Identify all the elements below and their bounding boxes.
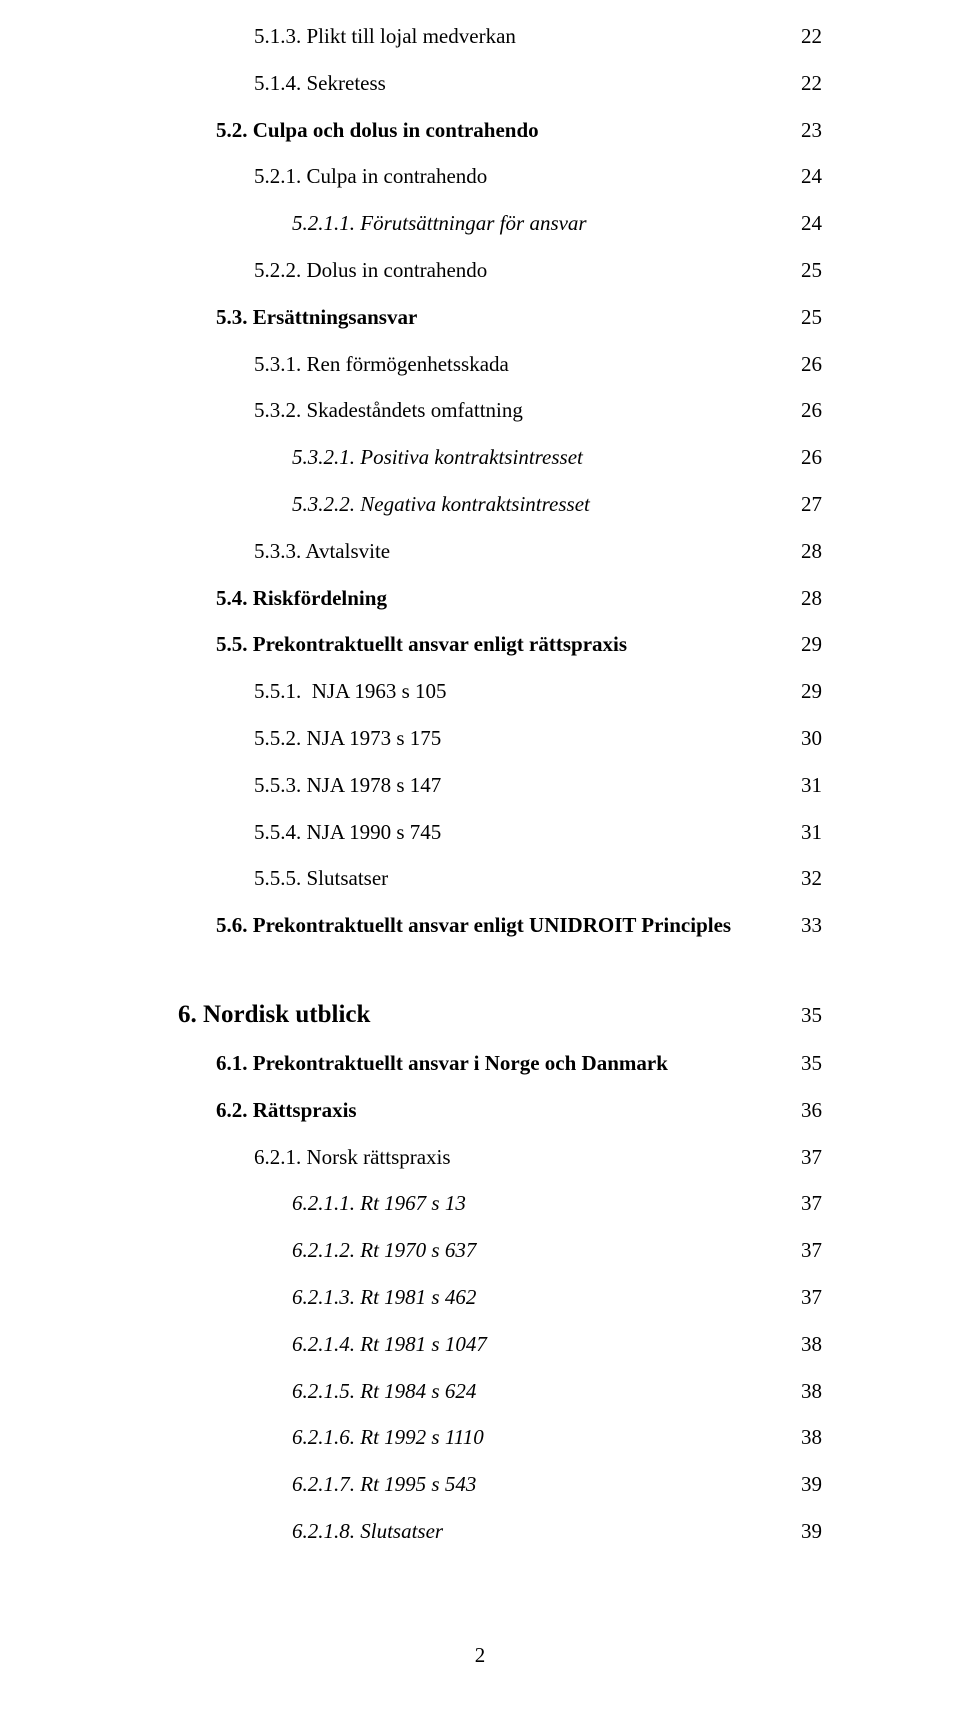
toc-entry-label: 5.5. Prekontraktuellt ansvar enligt rätt… — [178, 634, 627, 655]
document-page: 5.1.3. Plikt till lojal medverkan225.1.4… — [0, 0, 960, 1736]
toc-entry-label: 5.3.1. Ren förmögenhetsskada — [178, 354, 509, 375]
toc-entry-page: 37 — [789, 1240, 822, 1261]
toc-entry-page: 22 — [789, 73, 822, 94]
toc-entry-page: 37 — [789, 1193, 822, 1214]
toc-entry: 6.2.1.6. Rt 1992 s 1110 38 — [178, 1427, 822, 1448]
toc-entry-page: 24 — [789, 166, 822, 187]
toc-entry-page: 30 — [789, 728, 822, 749]
toc-entry: 5.5.3. NJA 1978 s 147 31 — [178, 775, 822, 796]
toc-entry: 5.3.1. Ren förmögenhetsskada 26 — [178, 354, 822, 375]
toc-entry-label: 5.5.2. NJA 1973 s 175 — [178, 728, 441, 749]
toc-entry-page: 39 — [789, 1521, 822, 1542]
toc-entry-label: 6.2.1. Norsk rättspraxis — [178, 1147, 451, 1168]
toc-entry-label: 6.2.1.7. Rt 1995 s 543 — [178, 1474, 476, 1495]
toc-entry-label: 5.2.1.1. Förutsättningar för ansvar — [178, 213, 587, 234]
toc-entry-label: 5.2.1. Culpa in contrahendo — [178, 166, 487, 187]
toc-entry: 5.5. Prekontraktuellt ansvar enligt rätt… — [178, 634, 822, 655]
table-of-contents: 5.1.3. Plikt till lojal medverkan225.1.4… — [178, 26, 822, 1542]
toc-entry: 6.1. Prekontraktuellt ansvar i Norge och… — [178, 1053, 822, 1074]
toc-entry-label: 5.5.5. Slutsatser — [178, 868, 388, 889]
toc-entry-page: 27 — [789, 494, 822, 515]
toc-entry-label: 5.3.2. Skadeståndets omfattning — [178, 400, 523, 421]
toc-entry-page: 33 — [789, 915, 822, 936]
toc-section-heading: 6. Nordisk utblick 35 — [178, 1002, 822, 1027]
toc-entry-page: 26 — [789, 400, 822, 421]
toc-entry: 5.3.2.1. Positiva kontraktsintresset 26 — [178, 447, 822, 468]
toc-entry: 5.2.1.1. Förutsättningar för ansvar 24 — [178, 213, 822, 234]
toc-entry-label: 5.1.4. Sekretess — [178, 73, 386, 94]
toc-entry-page: 24 — [789, 213, 822, 234]
toc-entry: 5.5.5. Slutsatser 32 — [178, 868, 822, 889]
toc-entry-label: 6.2.1.2. Rt 1970 s 637 — [178, 1240, 476, 1261]
toc-entry: 5.2.2. Dolus in contrahendo 25 — [178, 260, 822, 281]
toc-entry-page: 31 — [789, 775, 822, 796]
toc-entry-label: 5.4. Riskfördelning — [178, 588, 387, 609]
toc-entry-label: 5.6. Prekontraktuellt ansvar enligt UNID… — [178, 915, 731, 936]
toc-entry-page: 25 — [789, 260, 822, 281]
toc-entry-label: 5.5.1. NJA 1963 s 105 — [178, 681, 447, 702]
toc-entry-label: 6.2.1.1. Rt 1967 s 13 — [178, 1193, 466, 1214]
toc-entry-page: 36 — [789, 1100, 822, 1121]
toc-entry-page: 37 — [789, 1287, 822, 1308]
toc-entry-page: 35 — [789, 1053, 822, 1074]
toc-entry: 5.5.4. NJA 1990 s 745 31 — [178, 822, 822, 843]
toc-entry-label: 5.3. Ersättningsansvar — [178, 307, 417, 328]
toc-entry-label: 6.2.1.5. Rt 1984 s 624 — [178, 1381, 476, 1402]
toc-entry: 5.5.2. NJA 1973 s 175 30 — [178, 728, 822, 749]
toc-entry: 5.2.1. Culpa in contrahendo 24 — [178, 166, 822, 187]
toc-section-heading-label: 6. Nordisk utblick — [178, 1002, 370, 1027]
toc-entry-label: 6.2.1.8. Slutsatser — [178, 1521, 443, 1542]
toc-entry: 6.2.1.2. Rt 1970 s 637 37 — [178, 1240, 822, 1261]
toc-entry: 6.2.1.5. Rt 1984 s 624 38 — [178, 1381, 822, 1402]
toc-entry-page: 38 — [789, 1381, 822, 1402]
toc-entry: 6.2.1. Norsk rättspraxis 37 — [178, 1147, 822, 1168]
toc-entry-page: 25 — [789, 307, 822, 328]
toc-entry-label: 6.2.1.4. Rt 1981 s 1047 — [178, 1334, 487, 1355]
toc-entry-page: 29 — [789, 634, 822, 655]
toc-entry-label: 5.3.2.1. Positiva kontraktsintresset — [178, 447, 583, 468]
toc-section-heading-page: 35 — [789, 1005, 822, 1026]
toc-entry: 5.5.1. NJA 1963 s 105 29 — [178, 681, 822, 702]
toc-entry-page: 29 — [789, 681, 822, 702]
toc-entry-label: 5.5.4. NJA 1990 s 745 — [178, 822, 441, 843]
toc-entry: 5.3.2. Skadeståndets omfattning 26 — [178, 400, 822, 421]
toc-entry-page: 39 — [789, 1474, 822, 1495]
toc-entry: 6.2.1.3. Rt 1981 s 462 37 — [178, 1287, 822, 1308]
toc-entry-page: 32 — [789, 868, 822, 889]
toc-entry-label: 6.2.1.6. Rt 1992 s 1110 — [178, 1427, 484, 1448]
toc-entry-page: 28 — [789, 588, 822, 609]
page-number: 2 — [0, 1643, 960, 1668]
toc-entry: 5.2. Culpa och dolus in contrahendo 23 — [178, 120, 822, 141]
toc-entry: 5.3.2.2. Negativa kontraktsintresset 27 — [178, 494, 822, 515]
toc-entry-page: 31 — [789, 822, 822, 843]
toc-entry: 6.2.1.8. Slutsatser 39 — [178, 1521, 822, 1542]
toc-entry-label: 6.2.1.3. Rt 1981 s 462 — [178, 1287, 476, 1308]
toc-entry-page: 28 — [789, 541, 822, 562]
toc-entry: 5.3. Ersättningsansvar 25 — [178, 307, 822, 328]
toc-entry-label: 5.3.3. Avtalsvite — [178, 541, 390, 562]
toc-entry-label: 5.2.2. Dolus in contrahendo — [178, 260, 487, 281]
toc-entry-page: 38 — [789, 1427, 822, 1448]
toc-entry: 6.2.1.4. Rt 1981 s 1047 38 — [178, 1334, 822, 1355]
toc-entry-page: 37 — [789, 1147, 822, 1168]
toc-entry-label: 6.1. Prekontraktuellt ansvar i Norge och… — [178, 1053, 668, 1074]
toc-entry: 5.6. Prekontraktuellt ansvar enligt UNID… — [178, 915, 822, 936]
toc-entry: 6.2.1.7. Rt 1995 s 543 39 — [178, 1474, 822, 1495]
toc-entry-page: 22 — [789, 26, 822, 47]
toc-entry-label: 5.5.3. NJA 1978 s 147 — [178, 775, 441, 796]
toc-entry-label: 5.1.3. Plikt till lojal medverkan — [178, 26, 516, 47]
toc-entry-page: 26 — [789, 447, 822, 468]
toc-entry-label: 6.2. Rättspraxis — [178, 1100, 357, 1121]
toc-entry: 5.1.4. Sekretess 22 — [178, 73, 822, 94]
toc-entry-page: 23 — [789, 120, 822, 141]
toc-entry: 6.2.1.1. Rt 1967 s 13 37 — [178, 1193, 822, 1214]
toc-entry: 6.2. Rättspraxis 36 — [178, 1100, 822, 1121]
toc-entry: 5.3.3. Avtalsvite 28 — [178, 541, 822, 562]
toc-entry-label: 5.3.2.2. Negativa kontraktsintresset — [178, 494, 590, 515]
toc-entry-label: 5.2. Culpa och dolus in contrahendo — [178, 120, 539, 141]
toc-entry-page: 38 — [789, 1334, 822, 1355]
toc-entry: 5.4. Riskfördelning 28 — [178, 588, 822, 609]
toc-entry: 5.1.3. Plikt till lojal medverkan 22 — [178, 26, 822, 47]
toc-entry-page: 26 — [789, 354, 822, 375]
